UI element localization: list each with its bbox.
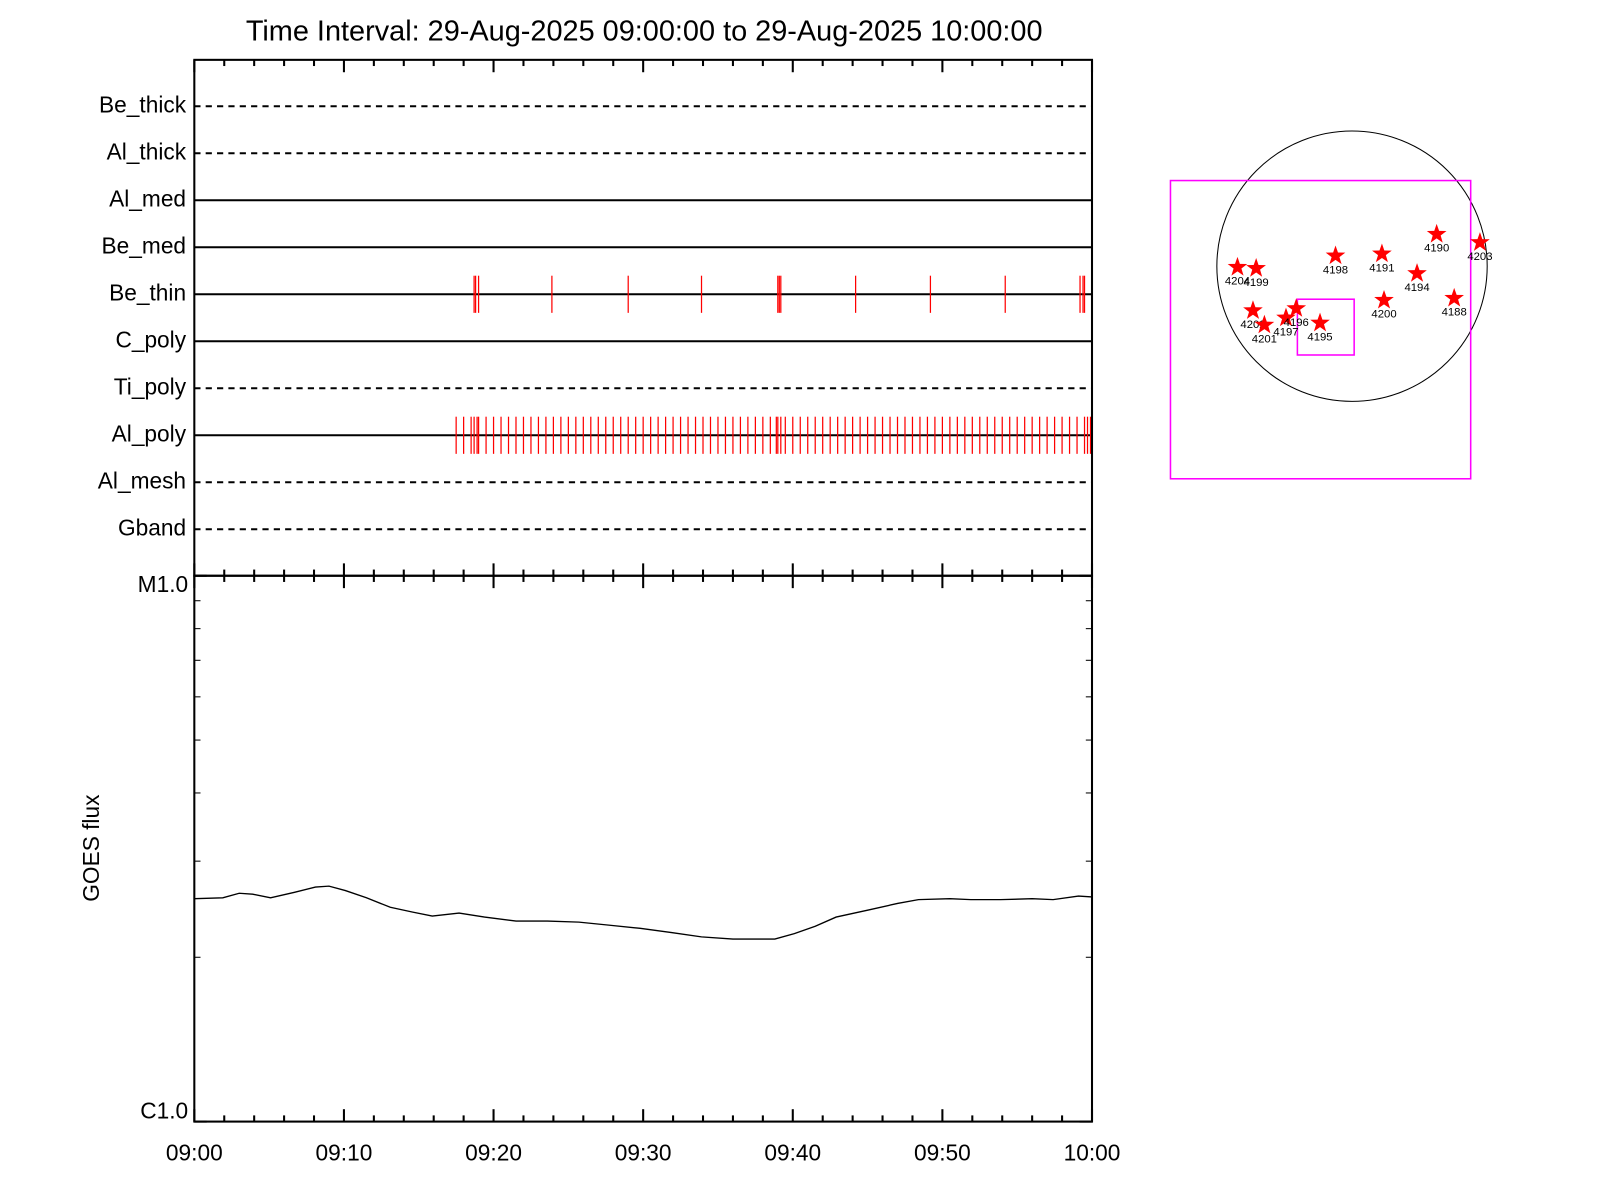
region-star xyxy=(1276,307,1296,327)
region-star xyxy=(1372,243,1392,263)
region-label: 4196 xyxy=(1284,317,1309,329)
x-tick-label: 09:50 xyxy=(914,1140,971,1166)
region-star xyxy=(1227,256,1248,276)
region-label: 4197 xyxy=(1273,326,1298,338)
region-star xyxy=(1254,314,1275,334)
filter-label: Al_med xyxy=(109,185,186,211)
panel-frame xyxy=(193,574,1094,1123)
region-star xyxy=(1243,300,1263,319)
filter-label: Ti_poly xyxy=(114,373,187,399)
x-tick-label: 09:40 xyxy=(764,1140,821,1166)
region-star xyxy=(1325,245,1346,265)
filter-label: Al_mesh xyxy=(98,467,186,493)
x-tick-label: 09:10 xyxy=(316,1140,373,1166)
x-tick-label: 10:00 xyxy=(1064,1140,1121,1166)
region-label: 4194 xyxy=(1404,282,1429,294)
region-label: 4198 xyxy=(1323,264,1348,276)
filter-label: Al_poly xyxy=(112,420,187,446)
x-tick-label: 09:30 xyxy=(615,1140,672,1166)
field-of-view xyxy=(1169,179,1472,480)
x-tick-label: 09:20 xyxy=(465,1140,522,1166)
region-label: 4191 xyxy=(1369,262,1394,274)
region-star xyxy=(1374,289,1394,309)
region-star xyxy=(1444,287,1464,307)
region-star xyxy=(1426,223,1447,243)
filter-label: Gband xyxy=(118,514,186,540)
filter-label: Be_med xyxy=(102,232,187,258)
y-axis-label: GOES flux xyxy=(78,794,104,902)
region-label: 4200 xyxy=(1371,309,1396,321)
chart-title: Time Interval: 29-Aug-2025 09:00:00 to 2… xyxy=(246,16,1043,48)
region-label: 4188 xyxy=(1442,307,1467,319)
filter-label: Be_thick xyxy=(99,91,187,117)
region-label: 4201 xyxy=(1252,333,1277,345)
region-star xyxy=(1286,298,1307,317)
solar-disk xyxy=(1216,130,1488,402)
filter-label: C_poly xyxy=(115,326,186,352)
region-star xyxy=(1246,258,1266,277)
region-label: 4204 xyxy=(1225,276,1250,288)
region-star xyxy=(1407,263,1427,282)
region-label: 4199 xyxy=(1244,277,1269,289)
y-tick-label: C1.0 xyxy=(140,1097,188,1123)
panel-frame xyxy=(193,58,1094,577)
x-tick-label: 09:00 xyxy=(166,1140,223,1166)
region-label: 4203 xyxy=(1467,251,1492,263)
filter-label: Al_thick xyxy=(107,138,187,164)
y-tick-label: M1.0 xyxy=(138,571,188,597)
region-label: 4195 xyxy=(1307,331,1332,343)
region-star xyxy=(1310,312,1330,332)
field-of-view xyxy=(1296,298,1355,356)
region-label: 4190 xyxy=(1424,243,1449,255)
region-star xyxy=(1470,232,1490,251)
filter-label: Be_thin xyxy=(109,279,186,305)
flux-line xyxy=(194,885,1093,940)
